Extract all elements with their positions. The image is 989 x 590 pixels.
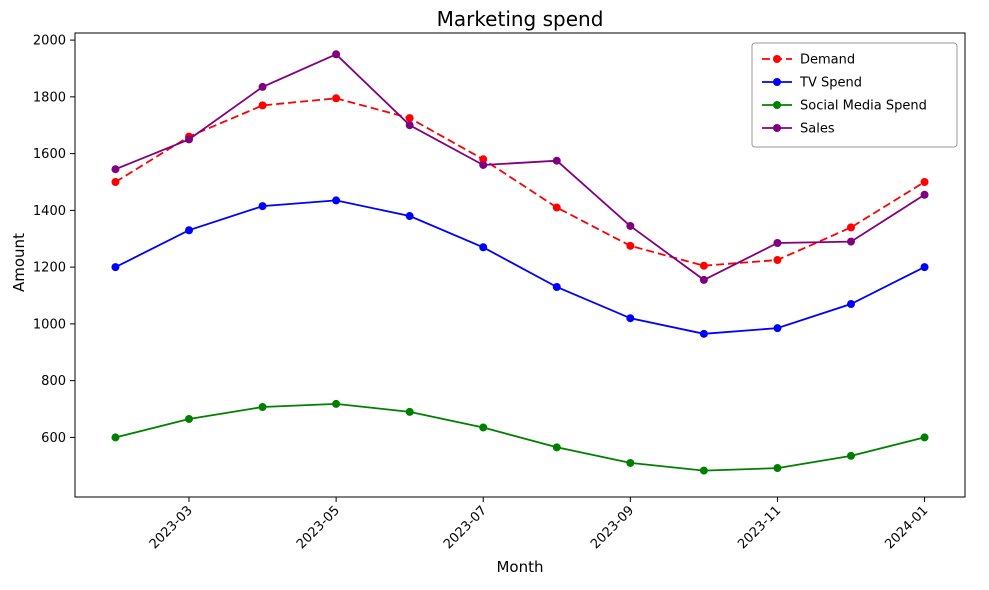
legend-box xyxy=(751,42,958,148)
legend-marker-sample xyxy=(773,55,781,63)
x-axis: 2023-03 2023-05 2023-07 2023-09 2023-11 2024-… xyxy=(147,497,931,552)
data-point-marker xyxy=(552,203,561,212)
x-tick-label: 2023-11 xyxy=(735,503,784,552)
data-point-marker xyxy=(258,202,267,211)
data-point-marker xyxy=(846,451,855,460)
data-point-marker xyxy=(332,94,341,103)
series-tv-spend xyxy=(111,196,929,338)
legend-item-tv-spend: TV Spend xyxy=(762,76,862,91)
chart-title: Marketing spend xyxy=(436,7,604,31)
y-tick-label: 1200 xyxy=(33,261,66,276)
data-point-marker xyxy=(846,223,855,232)
data-point-marker xyxy=(699,261,708,270)
data-point-marker xyxy=(920,177,929,186)
series-line xyxy=(115,97,925,267)
data-point-marker xyxy=(479,155,488,164)
data-point-marker xyxy=(773,239,782,248)
y-tick-label: 1600 xyxy=(33,147,66,162)
y-tick-label: 2000 xyxy=(33,34,66,49)
series-sales xyxy=(111,50,929,284)
y-tick-label: 800 xyxy=(41,374,66,389)
data-point-marker xyxy=(405,212,414,221)
x-tick-label: 2023-03 xyxy=(147,503,196,552)
data-point-marker xyxy=(552,156,561,165)
data-point-marker xyxy=(846,300,855,309)
data-point-marker xyxy=(258,403,267,412)
data-point-marker xyxy=(773,324,782,333)
data-point-marker xyxy=(920,433,929,442)
legend-marker-sample xyxy=(773,124,781,132)
y-axis-label: Amount xyxy=(10,233,28,292)
series-line xyxy=(115,402,925,472)
data-point-marker xyxy=(111,165,120,174)
y-tick-label: 1400 xyxy=(33,204,66,219)
data-point-marker xyxy=(405,121,414,130)
data-point-marker xyxy=(185,226,194,235)
series-demand xyxy=(111,94,929,270)
legend-item-demand: Demand xyxy=(762,53,855,68)
data-point-marker xyxy=(920,190,929,199)
legend-label: TV Spend xyxy=(799,76,862,91)
legend: Demand TV Spend Social Media Spend Sales xyxy=(751,42,958,148)
x-tick-label: 2023-07 xyxy=(441,503,490,552)
data-point-marker xyxy=(699,466,708,475)
x-tick-label: 2023-05 xyxy=(294,503,343,552)
data-point-marker xyxy=(405,407,414,416)
series-social-media-spend xyxy=(111,399,929,475)
data-point-marker xyxy=(332,399,341,408)
data-point-marker xyxy=(626,241,635,250)
data-point-marker xyxy=(699,275,708,284)
legend-label: Social Media Spend xyxy=(800,99,927,114)
x-tick-label: 2023-09 xyxy=(588,503,637,552)
data-point-marker xyxy=(185,414,194,423)
x-axis-label: Month xyxy=(496,558,544,576)
data-point-marker xyxy=(626,314,635,323)
data-point-marker xyxy=(920,263,929,272)
legend-marker-sample xyxy=(773,101,781,109)
data-point-marker xyxy=(552,282,561,291)
data-point-marker xyxy=(479,423,488,432)
legend-item-sales: Sales xyxy=(762,122,835,137)
data-point-marker xyxy=(405,114,414,123)
series-line xyxy=(115,53,925,281)
y-tick-label: 1800 xyxy=(33,90,66,105)
data-point-marker xyxy=(552,443,561,452)
x-tick-label: 2024-01 xyxy=(882,503,931,552)
legend-item-social-media-spend: Social Media Spend xyxy=(762,99,927,114)
series-line xyxy=(115,199,925,335)
legend-marker-sample xyxy=(773,78,781,86)
data-point-marker xyxy=(773,256,782,265)
data-point-marker xyxy=(111,263,120,272)
data-point-marker xyxy=(258,101,267,110)
y-tick-label: 600 xyxy=(41,431,66,446)
plot-border xyxy=(74,32,966,498)
data-point-marker xyxy=(332,50,341,59)
data-point-marker xyxy=(111,433,120,442)
data-point-marker xyxy=(332,196,341,205)
legend-label: Demand xyxy=(800,53,855,68)
data-point-marker xyxy=(626,221,635,230)
data-point-marker xyxy=(699,329,708,338)
data-point-marker xyxy=(846,237,855,246)
data-point-marker xyxy=(111,177,120,186)
data-point-marker xyxy=(479,243,488,252)
data-point-marker xyxy=(258,82,267,91)
legend-label: Sales xyxy=(800,122,835,137)
data-point-marker xyxy=(185,135,194,144)
y-axis: 600 800 1000 1200 1400 1600 1800 2000 xyxy=(33,34,75,446)
data-point-marker xyxy=(773,464,782,473)
data-point-marker xyxy=(626,458,635,467)
y-tick-label: 1000 xyxy=(33,317,66,332)
data-point-marker xyxy=(479,160,488,169)
